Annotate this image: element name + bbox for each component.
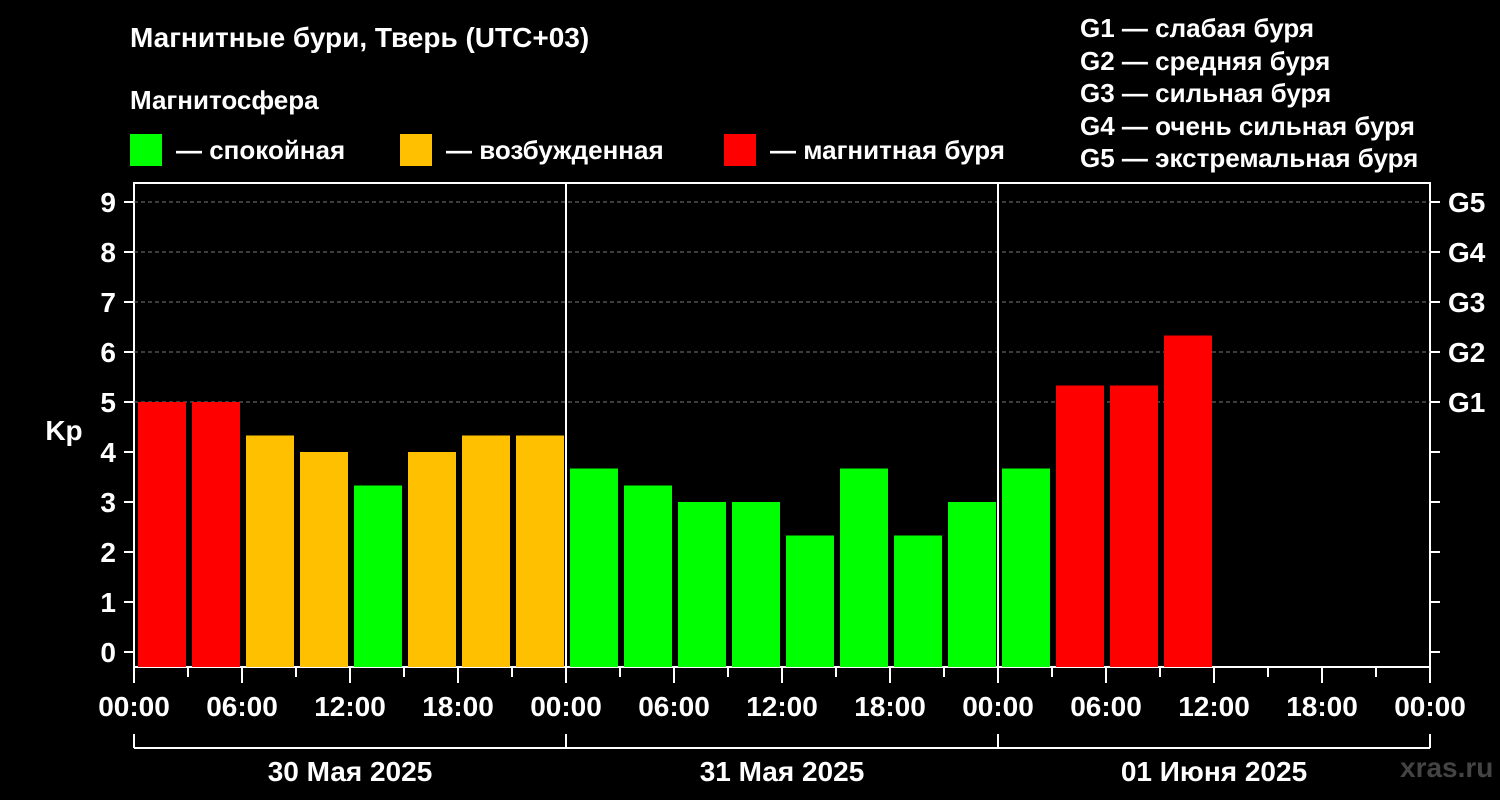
legend-excited-label: — возбужденная: [446, 134, 664, 165]
x-tick-label: 12:00: [314, 691, 386, 722]
x-tick-label: 00:00: [1394, 691, 1466, 722]
g-legend-item: G5 — экстремальная буря: [1080, 143, 1419, 173]
g-scale-legend: G1 — слабая буря G2 — средняя буря G3 — …: [1080, 12, 1418, 175]
day-label: 30 Мая 2025: [268, 756, 433, 787]
kp-bar: [354, 485, 402, 667]
kp-bar: [138, 402, 186, 667]
kp-bar: [1002, 468, 1050, 667]
g-legend-item: G3 — сильная буря: [1080, 78, 1332, 108]
x-tick-label: 12:00: [746, 691, 818, 722]
x-tick-label: 00:00: [98, 691, 170, 722]
day-label: 31 Мая 2025: [700, 756, 865, 787]
y-tick-label: 8: [100, 237, 116, 268]
kp-bar: [408, 452, 456, 667]
legend-excited-swatch: [400, 134, 432, 166]
kp-bar: [516, 435, 564, 667]
kp-bar: [948, 502, 996, 667]
kp-bar: [840, 468, 888, 667]
y-tick-label: 2: [100, 537, 116, 568]
kp-bar: [1056, 385, 1104, 667]
legend-quiet-swatch: [130, 134, 162, 166]
kp-bar: [894, 535, 942, 667]
y-tick-label: 7: [100, 287, 116, 318]
x-tick-label: 06:00: [1070, 691, 1142, 722]
y-tick-label: 5: [100, 387, 116, 418]
y-tick-label: 3: [100, 487, 116, 518]
x-tick-label: 18:00: [854, 691, 926, 722]
y-axis-label: Kp: [45, 415, 82, 446]
g-scale-label: G3: [1448, 287, 1485, 318]
kp-bar: [732, 502, 780, 667]
kp-bar: [678, 502, 726, 667]
y-tick-label: 0: [100, 637, 116, 668]
y-tick-label: 1: [100, 587, 116, 618]
legend-excited: — возбужденная: [400, 133, 664, 167]
watermark: xras.ru: [1400, 752, 1494, 783]
x-tick-label: 00:00: [962, 691, 1034, 722]
chart-title: Магнитные бури, Тверь (UTC+03): [130, 22, 590, 53]
x-tick-label: 00:00: [530, 691, 602, 722]
g-legend-item: G4 — очень сильная буря: [1080, 110, 1415, 141]
chart-subtitle: Магнитосфера: [130, 85, 319, 115]
g-scale-label: G1: [1448, 387, 1485, 418]
g-scale-label: G2: [1448, 337, 1485, 368]
day-label: 01 Июня 2025: [1121, 756, 1307, 787]
kp-bar: [192, 402, 240, 667]
legend-storm: — магнитная буря: [724, 133, 1005, 167]
x-tick-label: 06:00: [206, 691, 278, 722]
y-tick-label: 6: [100, 337, 116, 368]
kp-bar: [462, 435, 510, 667]
g-scale-label: G5: [1448, 187, 1485, 218]
kp-bar: [786, 535, 834, 667]
kp-bar: [300, 452, 348, 667]
x-tick-label: 12:00: [1178, 691, 1250, 722]
y-tick-label: 4: [100, 437, 116, 468]
legend-quiet-label: — спокойная: [176, 134, 346, 165]
g-legend-item: G1 — слабая буря: [1080, 13, 1315, 43]
x-tick-label: 06:00: [638, 691, 710, 722]
kp-bar: [570, 468, 618, 667]
y-tick-label: 9: [100, 187, 116, 218]
legend-storm-swatch: [724, 134, 756, 166]
g-legend-item: G2 — средняя буря: [1080, 45, 1331, 76]
kp-bar: [624, 485, 672, 667]
x-tick-label: 18:00: [422, 691, 494, 722]
kp-bar: [1110, 385, 1158, 667]
kp-bar: [1164, 335, 1212, 667]
x-tick-label: 18:00: [1286, 691, 1358, 722]
g-scale-label: G4: [1448, 237, 1486, 268]
kp-bar: [246, 435, 294, 667]
legend-quiet: — спокойная: [130, 133, 345, 167]
legend-storm-label: — магнитная буря: [770, 134, 1005, 165]
